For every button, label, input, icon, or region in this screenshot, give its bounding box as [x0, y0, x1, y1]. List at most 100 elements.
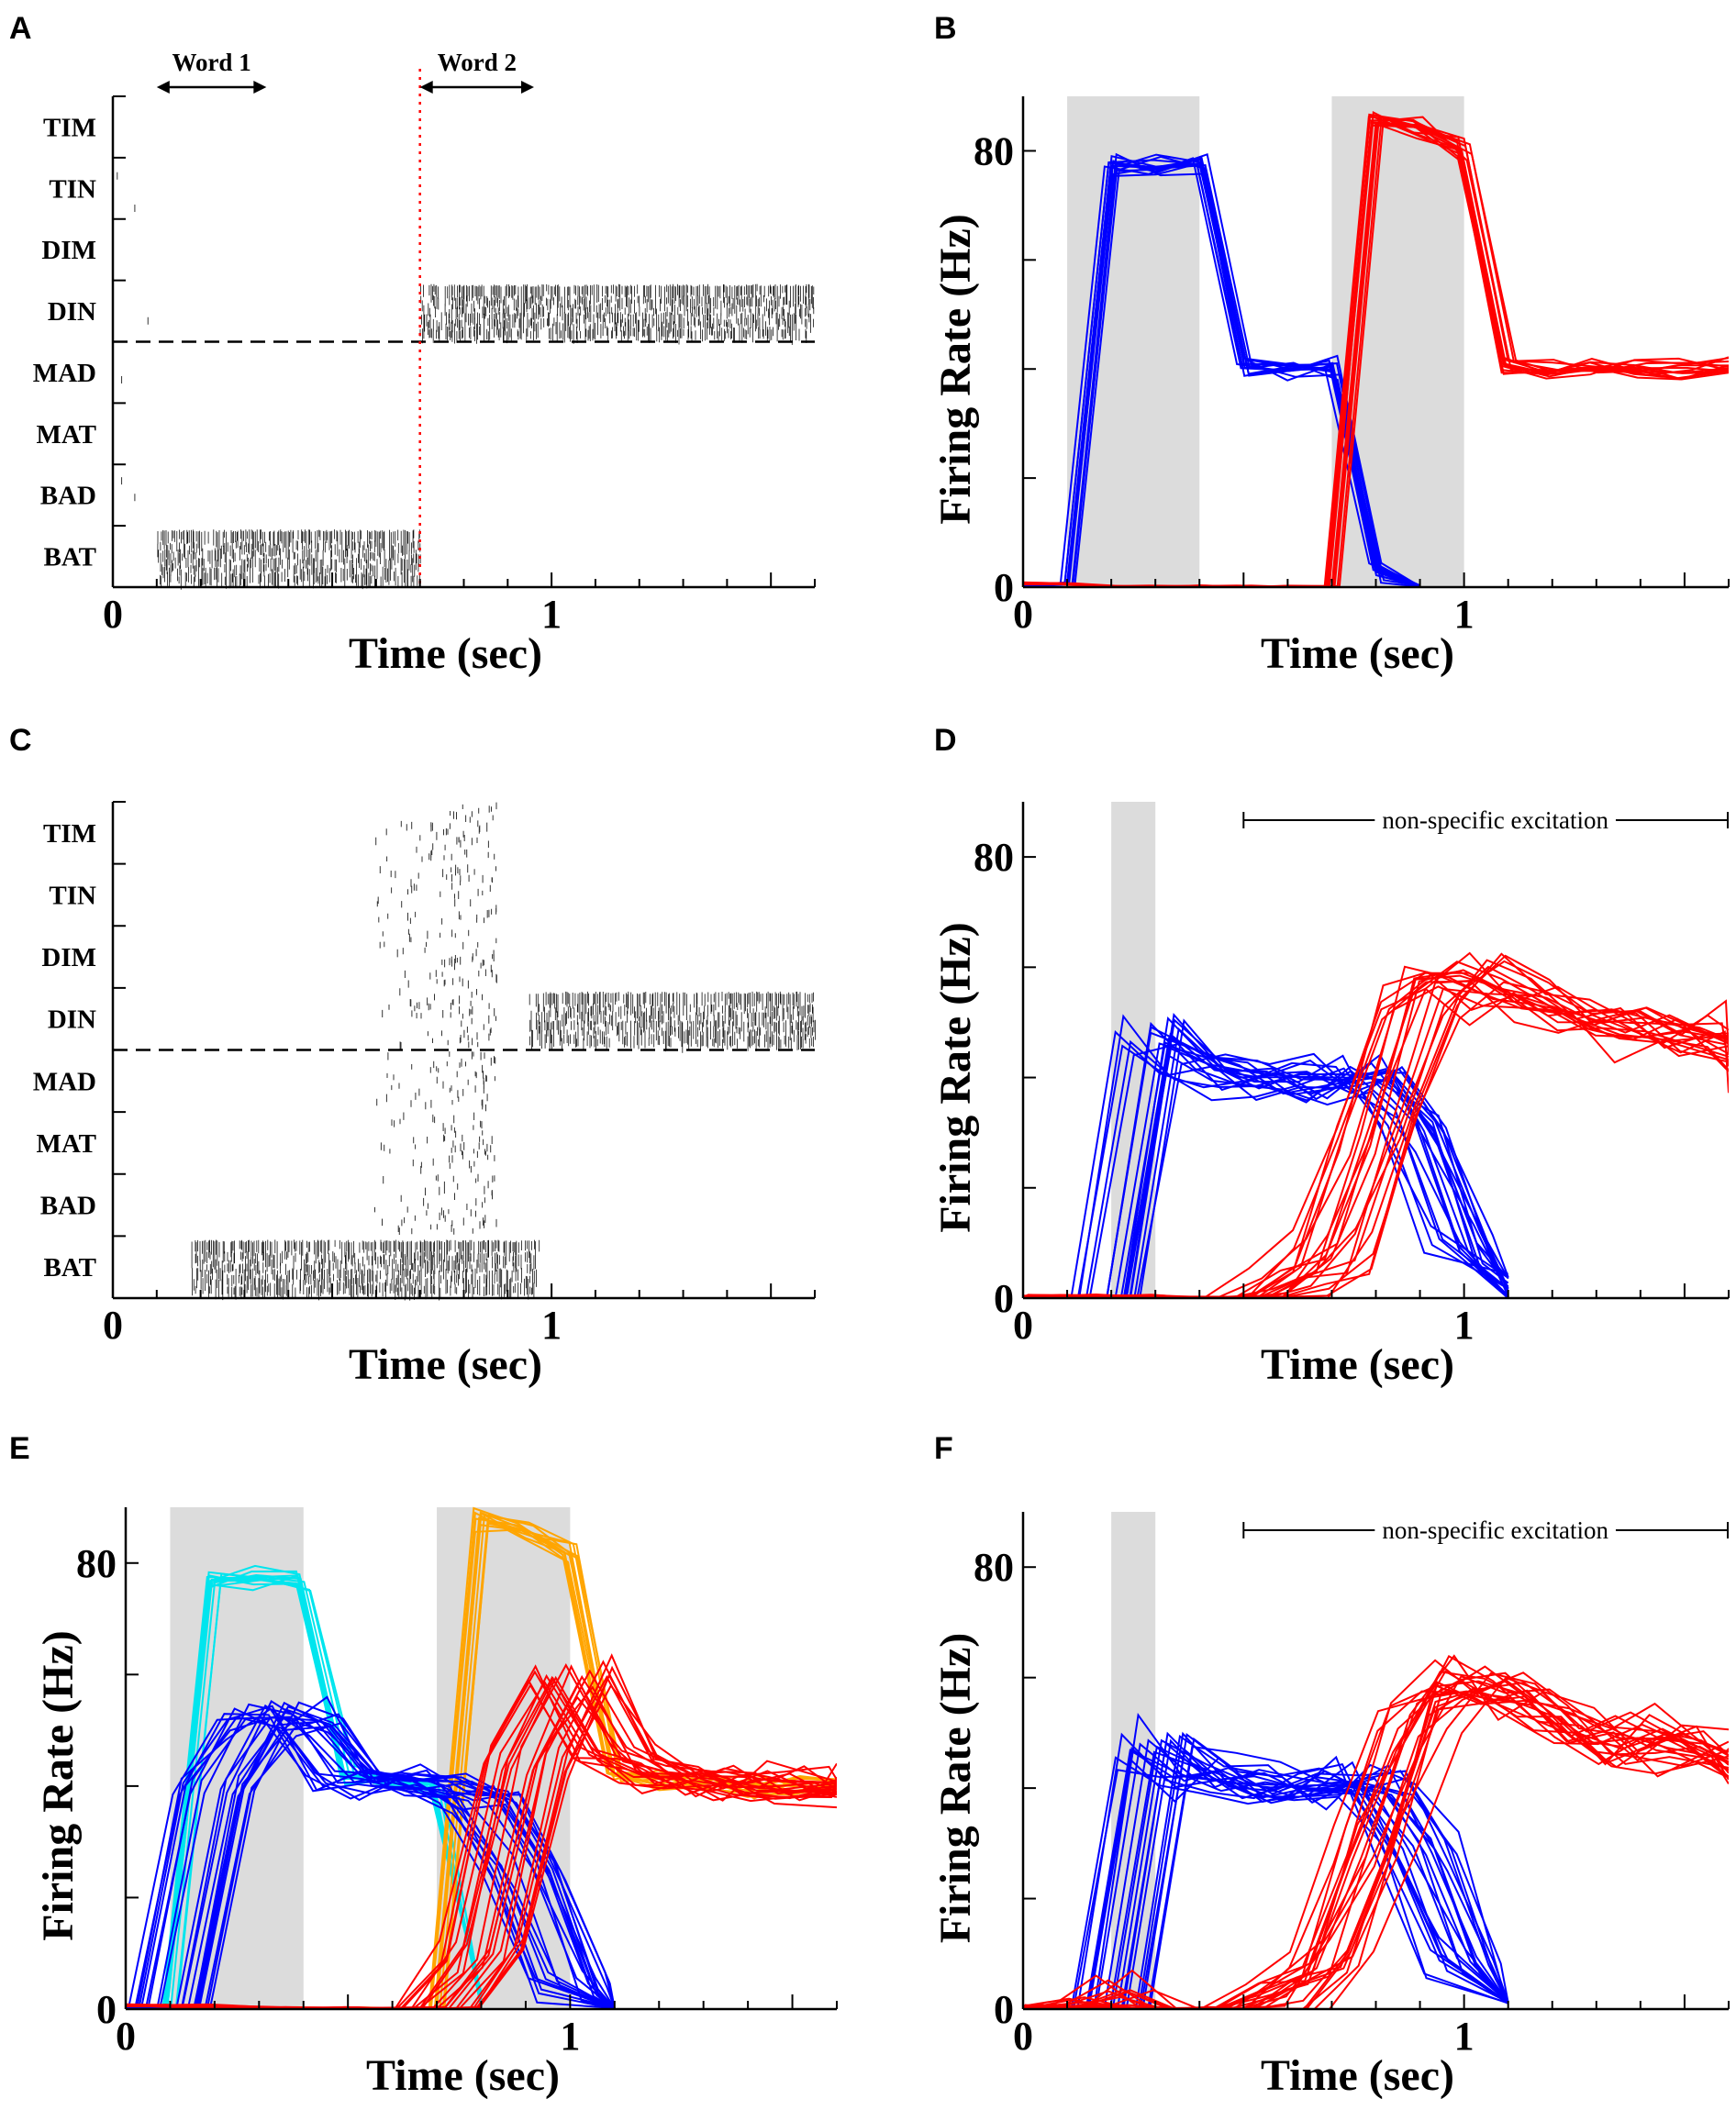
- x-tick-label: 0: [103, 1303, 123, 1348]
- y-axis-title: Firing Rate (Hz): [34, 1630, 83, 1941]
- series-trace: [1023, 1689, 1729, 2011]
- series-trace: [1023, 961, 1729, 1298]
- row-label-bad: BAD: [40, 1192, 96, 1221]
- arrow-head-right-icon: [253, 81, 267, 94]
- series-trace: [1023, 1655, 1729, 2011]
- y-tick-label: 80: [974, 835, 1014, 880]
- y-axis-title: Firing Rate (Hz): [931, 214, 980, 525]
- row-label-bad: BAD: [40, 482, 96, 511]
- annotation-label: non-specific excitation: [1382, 806, 1608, 834]
- stimulus-window: [1331, 96, 1464, 587]
- series-trace: [126, 1683, 837, 2010]
- series-trace: [126, 1708, 616, 2010]
- spike-block-bat: [157, 529, 421, 590]
- x-axis-title: Time (sec): [349, 629, 542, 678]
- panel-letter-a: A: [9, 11, 32, 46]
- series-trace: [1023, 1681, 1729, 2010]
- y-axis-title: Firing Rate (Hz): [931, 1633, 980, 1944]
- y-tick-label: 0: [994, 1276, 1014, 1321]
- row-label-mad: MAD: [33, 1067, 96, 1096]
- y-tick-label: 0: [96, 1987, 117, 2032]
- row-label-mat: MAT: [36, 1129, 96, 1159]
- x-tick-label: 1: [1454, 2014, 1474, 2059]
- series-word-1-units: [1023, 1012, 1509, 1300]
- series-word-1-units: [1023, 1713, 1509, 2011]
- x-tick-label: 1: [1454, 1303, 1474, 1348]
- row-label-tim: TIM: [43, 113, 96, 142]
- spike-train: [191, 1239, 540, 1301]
- row-label-din: DIN: [48, 1005, 96, 1035]
- row-label-tim: TIM: [43, 819, 96, 849]
- x-tick-label: 1: [560, 2014, 580, 2059]
- series-trace: [1023, 157, 1421, 588]
- annotation-non-specific-excitation: non-specific excitation: [1242, 806, 1729, 834]
- x-axis-title: Time (sec): [366, 2051, 560, 2100]
- row-label-tin: TIN: [49, 881, 96, 910]
- series-trace: [126, 1578, 483, 2010]
- spike-block-din: [529, 991, 816, 1053]
- x-tick-label: 1: [541, 1303, 562, 1348]
- annotation-non-specific-excitation: non-specific excitation: [1242, 1516, 1729, 1544]
- panel-letter-c: C: [9, 723, 32, 758]
- y-tick-label: 80: [76, 1541, 117, 1586]
- row-label-bat: BAT: [44, 1253, 96, 1283]
- y-tick-label: 80: [974, 1545, 1014, 1590]
- series-trace: [1023, 1665, 1729, 2010]
- x-tick-label: 0: [1013, 2014, 1033, 2059]
- row-label-din: DIN: [48, 297, 96, 327]
- x-tick-label: 0: [103, 592, 123, 637]
- x-tick-label: 0: [1013, 592, 1033, 637]
- row-label-dim: DIM: [41, 236, 96, 265]
- panel-letter-e: E: [9, 1431, 30, 1466]
- series-trace: [126, 1722, 616, 2010]
- arrow-head-right-icon: [521, 81, 534, 94]
- word-marker-1: Word 1: [156, 49, 267, 94]
- y-tick-label: 0: [994, 1987, 1014, 2032]
- series-trace: [1023, 1676, 1729, 2011]
- y-tick-label: 80: [974, 128, 1014, 173]
- y-axis-title: Firing Rate (Hz): [931, 922, 980, 1233]
- x-axis-title: Time (sec): [1261, 629, 1454, 678]
- series-trace: [126, 1716, 616, 2010]
- row-label-tin: TIN: [49, 174, 96, 204]
- series-trace: [126, 1716, 616, 2010]
- row-label-dim: DIM: [41, 943, 96, 972]
- spike-train: [157, 529, 421, 590]
- scattered-spikes: [374, 802, 497, 1235]
- series-trace: [126, 1578, 483, 2010]
- panel-a-raster: TIM TIN DIM DIN MAD MAT BAD BAT Word 1 Word 2 0 1Ti…: [33, 49, 816, 678]
- x-axis-title: Time (sec): [1261, 2051, 1454, 2100]
- spike-train: [529, 991, 816, 1053]
- row-label-mat: MAT: [36, 420, 96, 450]
- word-marker-label: Word 1: [172, 49, 250, 76]
- word-marker-2: Word 2: [419, 49, 534, 94]
- x-tick-label: 0: [116, 2014, 136, 2059]
- series-word-2-units: [126, 1653, 837, 2011]
- row-label-mad: MAD: [33, 359, 96, 388]
- panel-d-line-chart: non-specific excitation 0 80 Firing Rate (H…: [931, 802, 1730, 1389]
- word-marker-label: Word 2: [438, 49, 517, 76]
- x-tick-label: 0: [1013, 1303, 1033, 1348]
- x-axis-title: Time (sec): [1261, 1340, 1454, 1389]
- panel-letter-d: D: [934, 723, 957, 758]
- series-word-1-units: [126, 1695, 616, 2010]
- spike-block-din: [419, 283, 815, 345]
- spike-block-bat: [191, 1239, 540, 1301]
- spike-scatter: [374, 802, 497, 1235]
- series-trace: [1023, 152, 1420, 588]
- series-trace: [1023, 1687, 1729, 2011]
- arrow-head-left-icon: [156, 81, 170, 94]
- x-tick-label: 1: [1454, 592, 1474, 637]
- annotation-label: non-specific excitation: [1382, 1516, 1608, 1544]
- spike-train: [419, 283, 815, 345]
- panel-letter-b: B: [934, 11, 957, 46]
- panel-f-line-chart: non-specific excitation 0 80 Firing Rate (H…: [931, 1512, 1730, 2100]
- row-label-bat: BAT: [44, 543, 96, 572]
- panel-letter-f: F: [934, 1431, 953, 1466]
- series-trace: [1023, 152, 1420, 587]
- arrow-head-left-icon: [419, 81, 433, 94]
